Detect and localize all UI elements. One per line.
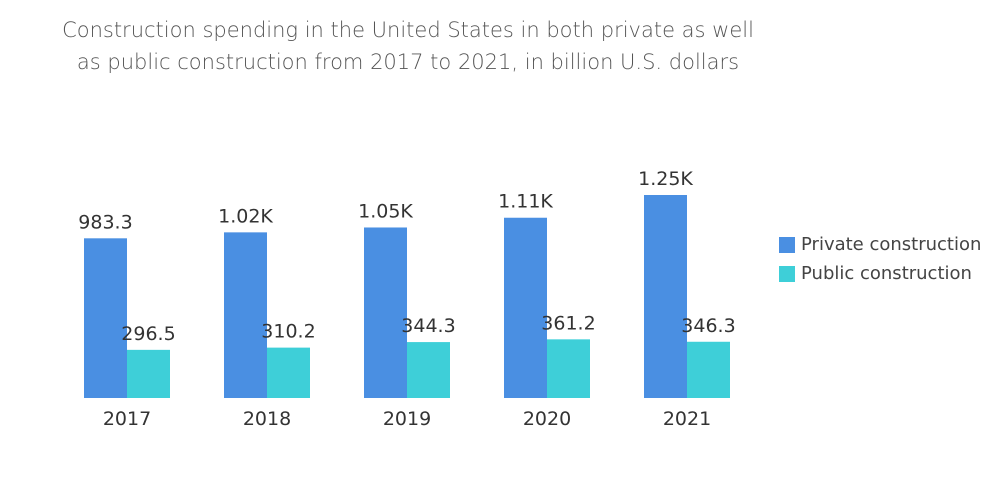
bar-public-2019[interactable] bbox=[407, 342, 450, 398]
data-label-private-2020: 1.11K bbox=[498, 191, 553, 213]
data-label-public-2020: 361.2 bbox=[541, 312, 595, 334]
chart-title-line-1: Construction spending in the United Stat… bbox=[62, 18, 754, 42]
chart-title-line-2: as public construction from 2017 to 2021… bbox=[76, 50, 740, 74]
data-label-private-2019: 1.05K bbox=[358, 200, 413, 222]
bar-private-2017[interactable] bbox=[84, 238, 127, 398]
legend-item-public[interactable]: Public construction bbox=[779, 259, 981, 288]
legend-item-private[interactable]: Private construction bbox=[779, 230, 981, 259]
x-tick-label-2019: 2019 bbox=[383, 408, 431, 430]
data-label-public-2019: 344.3 bbox=[401, 315, 455, 337]
x-tick-label-2021: 2021 bbox=[663, 408, 711, 430]
data-label-public-2018: 310.2 bbox=[261, 321, 315, 343]
legend-swatch-public bbox=[779, 265, 795, 282]
bar-public-2020[interactable] bbox=[547, 339, 590, 398]
bar-public-2021[interactable] bbox=[687, 341, 730, 398]
legend-label-public: Public construction bbox=[801, 263, 972, 284]
x-tick-label-2020: 2020 bbox=[523, 408, 571, 430]
data-label-public-2021: 346.3 bbox=[681, 315, 735, 337]
bar-private-2021[interactable] bbox=[644, 195, 687, 398]
bar-private-2019[interactable] bbox=[364, 227, 407, 398]
data-label-public-2017: 296.5 bbox=[121, 323, 175, 345]
chart-title: Construction spending in the United Stat… bbox=[0, 14, 816, 78]
x-tick-label-2017: 2017 bbox=[103, 408, 151, 430]
legend: Private construction Public construction bbox=[779, 230, 981, 288]
data-label-private-2021: 1.25K bbox=[638, 168, 693, 190]
bar-public-2017[interactable] bbox=[127, 349, 170, 398]
data-label-private-2018: 1.02K bbox=[218, 205, 273, 227]
bar-private-2018[interactable] bbox=[224, 232, 267, 398]
bar-private-2020[interactable] bbox=[504, 217, 547, 398]
data-label-private-2017: 983.3 bbox=[78, 211, 132, 233]
legend-label-private: Private construction bbox=[801, 234, 982, 255]
x-tick-label-2018: 2018 bbox=[243, 408, 291, 430]
legend-swatch-private bbox=[779, 236, 795, 253]
bar-public-2018[interactable] bbox=[267, 347, 310, 398]
